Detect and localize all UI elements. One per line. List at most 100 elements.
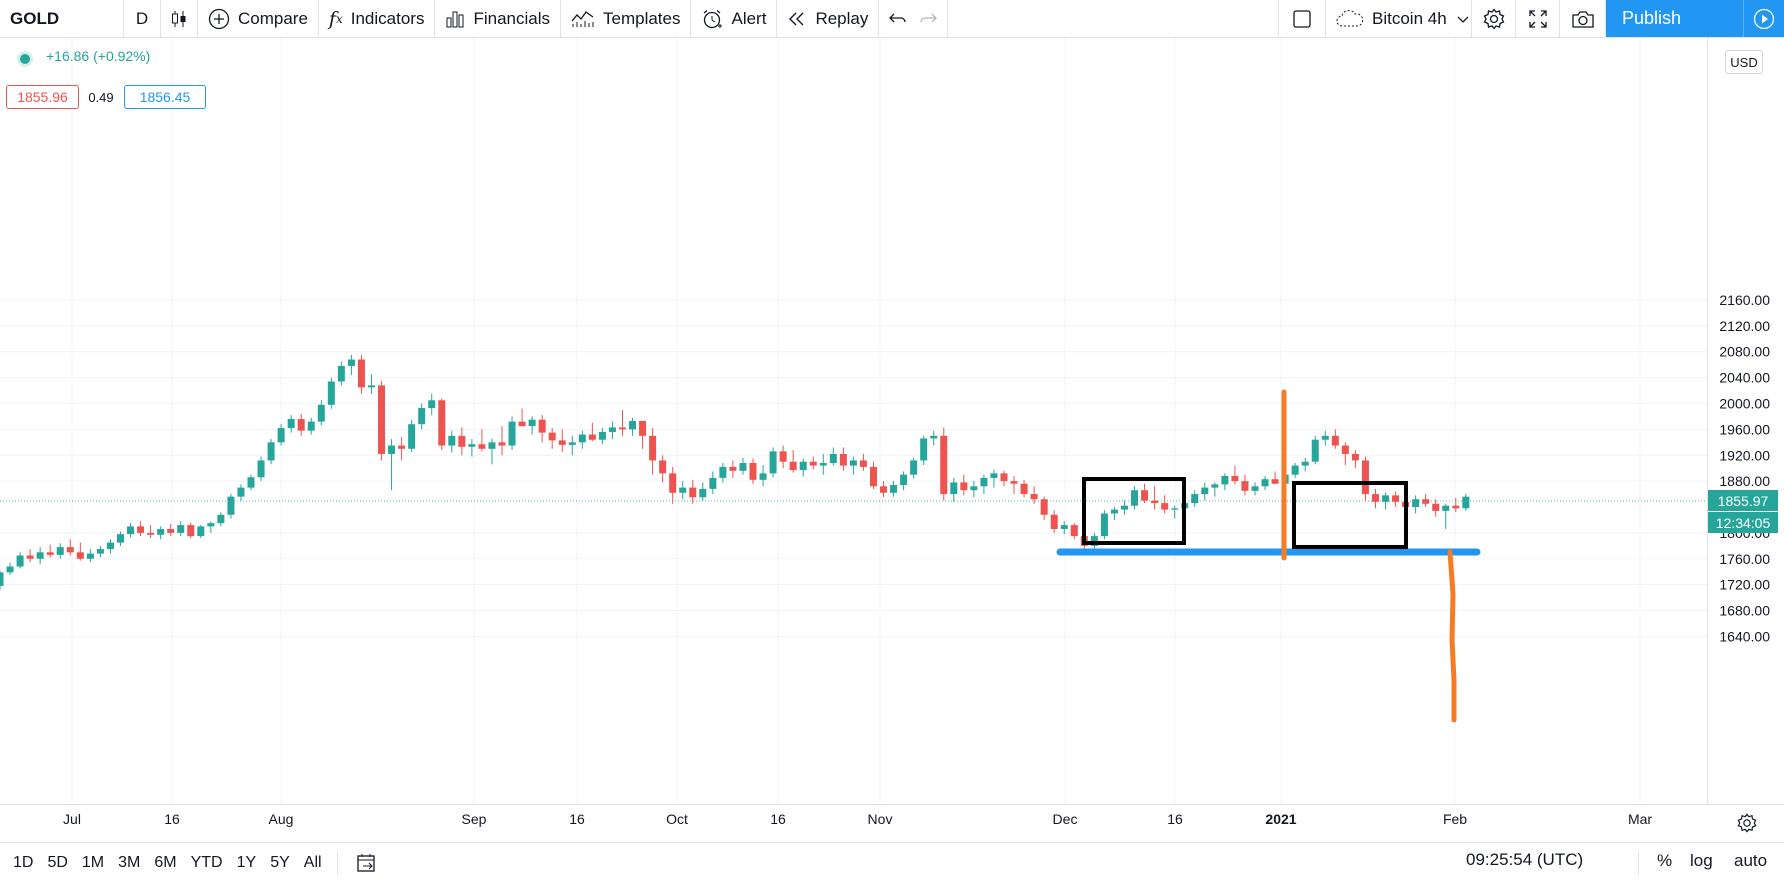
range-button-all[interactable]: All — [303, 854, 322, 871]
candle-body — [478, 444, 486, 449]
candle — [237, 484, 245, 501]
candle — [618, 409, 626, 436]
candle — [699, 482, 707, 501]
candle — [357, 354, 365, 394]
candle — [839, 447, 847, 471]
candle-body — [809, 461, 817, 466]
candle-body — [799, 461, 807, 471]
interval-button[interactable]: D — [124, 0, 161, 37]
candle — [257, 456, 265, 482]
candle-body — [970, 486, 978, 491]
candle — [880, 481, 888, 498]
range-button-1d[interactable]: 1D — [13, 854, 34, 871]
candle — [1020, 479, 1028, 498]
candle — [247, 474, 255, 491]
candle-body — [66, 547, 74, 553]
candle-body — [86, 553, 94, 559]
candle — [809, 456, 817, 470]
candle — [327, 377, 335, 409]
candle — [588, 422, 596, 442]
candle — [940, 427, 948, 501]
candle — [418, 403, 426, 430]
currency-badge[interactable]: USD — [1725, 50, 1763, 74]
candle-body — [608, 427, 616, 432]
candle-body — [1301, 461, 1309, 466]
symbol-search[interactable]: GOLD — [0, 0, 124, 37]
candle — [1221, 473, 1229, 491]
candle — [1392, 491, 1400, 508]
candle-body — [428, 400, 436, 409]
alert-button[interactable]: Alert — [691, 0, 778, 37]
candle-body — [357, 359, 365, 388]
chart-type-button[interactable] — [161, 0, 198, 37]
range-button-1m[interactable]: 1M — [81, 854, 105, 871]
compare-label: Compare — [238, 8, 308, 28]
settings-button[interactable] — [1472, 0, 1516, 37]
fullscreen-square-button[interactable] — [1278, 0, 1326, 37]
candle-body — [1221, 475, 1229, 485]
candle — [1171, 505, 1179, 519]
range-button-ytd[interactable]: YTD — [190, 854, 223, 871]
drawings-layer — [1056, 389, 1481, 723]
templates-button[interactable]: Templates — [561, 0, 692, 37]
financials-button[interactable]: Financials — [435, 0, 561, 37]
snapshot-button[interactable] — [1560, 0, 1606, 37]
redo-button[interactable] — [917, 0, 949, 37]
auto-toggle[interactable]: auto — [1734, 851, 1768, 870]
publish-button[interactable]: Publish — [1606, 0, 1743, 37]
candle-body — [659, 460, 667, 474]
candle — [779, 445, 787, 469]
candle — [46, 544, 54, 558]
candle — [207, 521, 215, 533]
bar-chart-icon — [446, 11, 464, 27]
publish-menu-button[interactable] — [1743, 0, 1784, 37]
undo-button[interactable] — [879, 0, 917, 37]
interval-label: D — [135, 8, 149, 28]
time-tick-label: Dec — [1053, 811, 1078, 827]
range-button-5d[interactable]: 5D — [47, 854, 68, 871]
compare-button[interactable]: Compare — [198, 0, 319, 37]
range-button-6m[interactable]: 6M — [154, 854, 177, 871]
candle-body — [548, 432, 556, 441]
axis-settings-button[interactable] — [1732, 808, 1762, 838]
replay-button[interactable]: Replay — [777, 0, 880, 37]
sell-price-button[interactable]: 1855.96 — [6, 85, 79, 109]
candle-body — [880, 486, 888, 493]
price-axis: 2160.00 2120.00 2080.00 2040.00 2000.00 1960.… — [1719, 292, 1770, 644]
candle-body — [1412, 499, 1420, 508]
candle-body — [829, 453, 837, 464]
candle-body — [679, 487, 687, 493]
range-button-3m[interactable]: 3M — [118, 854, 141, 871]
percent-toggle[interactable]: % — [1657, 851, 1673, 870]
candle — [468, 439, 476, 457]
candle — [1120, 500, 1128, 515]
log-toggle[interactable]: log — [1690, 851, 1713, 870]
candle-body — [1452, 505, 1460, 509]
range-button-1y[interactable]: 1Y — [236, 854, 257, 871]
range-button-5y[interactable]: 5Y — [270, 854, 290, 871]
utc-clock[interactable]: 09:25:54 (UTC) — [1466, 850, 1583, 870]
layout-menu[interactable]: Bitcoin 4h — [1326, 0, 1472, 37]
buy-price-button[interactable]: 1856.45 — [124, 85, 206, 109]
candle — [317, 400, 325, 426]
candle-body — [16, 555, 24, 567]
goto-date-button[interactable] — [346, 853, 388, 873]
candle — [1010, 475, 1018, 495]
publish-label: Publish — [1622, 8, 1682, 28]
candle-body — [1422, 499, 1430, 504]
candle — [639, 420, 647, 449]
price-chart[interactable]: 2160.00 2120.00 2080.00 2040.00 2000.00 1960.… — [0, 0, 1784, 843]
candle-body — [558, 440, 566, 445]
candle-body — [669, 473, 677, 493]
fullscreen-button[interactable] — [1516, 0, 1560, 37]
candle — [1442, 503, 1450, 529]
date-range-buttons: 1D 5D 1M 3M 6M YTD 1Y 5Y All — [0, 854, 329, 872]
candle-body — [709, 477, 717, 489]
candle — [127, 523, 135, 538]
candle — [859, 453, 867, 471]
candle-body — [1251, 486, 1259, 491]
candle — [297, 413, 305, 436]
candle — [1151, 486, 1159, 510]
candle-body — [1271, 479, 1279, 484]
